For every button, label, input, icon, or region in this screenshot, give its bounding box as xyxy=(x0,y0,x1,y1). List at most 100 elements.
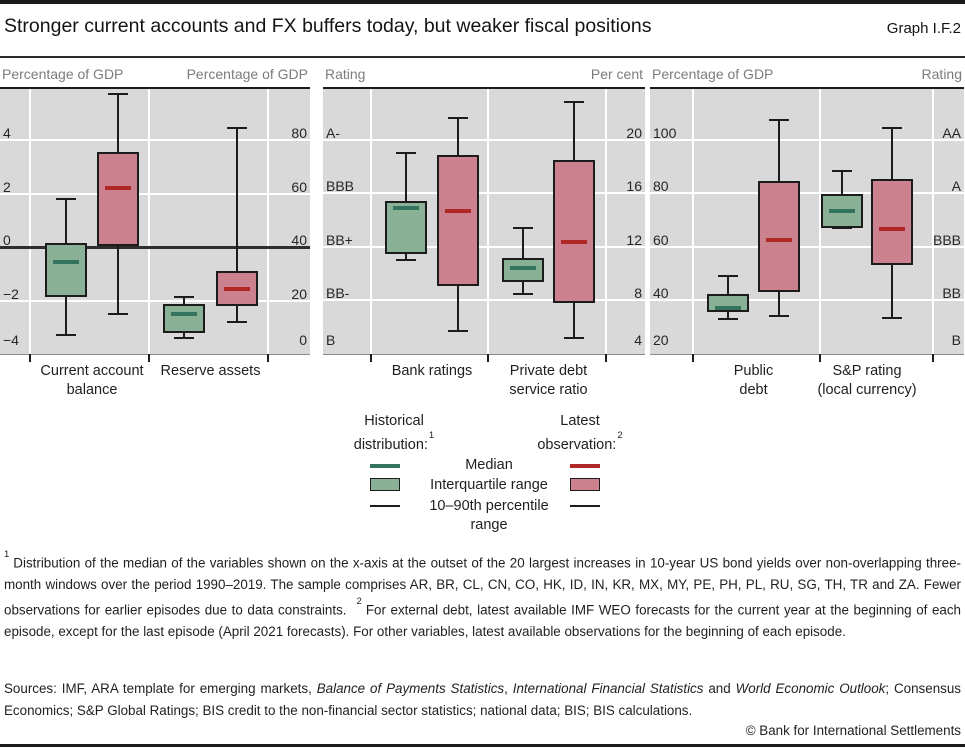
x-axis-tick xyxy=(487,354,489,362)
category-label: Reserve assets xyxy=(160,363,261,379)
sources-segment: Sources: IMF, ARA template for emerging … xyxy=(4,681,317,696)
tick-label-left: BB- xyxy=(326,285,350,302)
category-label: Public xyxy=(733,363,774,379)
latest-median-line xyxy=(224,287,250,292)
tick-label-left: 0 xyxy=(3,232,11,249)
historical-median-line xyxy=(829,209,855,214)
axis-title-left: Rating xyxy=(325,66,366,82)
plot-bottom-edge xyxy=(0,354,310,355)
axis-title-right: Percentage of GDP xyxy=(186,66,308,82)
whisker-cap-bottom xyxy=(882,317,902,320)
category-label: (local currency) xyxy=(817,382,917,398)
h-gridline xyxy=(0,299,310,302)
plot-bottom-edge xyxy=(323,354,645,355)
whisker-cap-bottom xyxy=(513,292,533,295)
whisker-cap-bottom xyxy=(564,336,584,339)
category-label: Private debt xyxy=(509,363,588,379)
tick-label-left: B xyxy=(326,332,336,348)
whisker-cap-bottom xyxy=(718,318,738,321)
v-gridline xyxy=(29,89,31,354)
latest-median-line xyxy=(879,227,905,232)
x-axis-tick xyxy=(267,354,269,362)
latest-iqr-box xyxy=(437,154,479,286)
source-publication-italic: World Economic Outlook xyxy=(735,681,886,696)
x-axis-tick xyxy=(819,354,821,362)
tick-label-right: B xyxy=(951,332,961,348)
tick-label-right: 60 xyxy=(291,178,307,195)
zero-line xyxy=(0,246,310,249)
bottom-rule xyxy=(0,744,965,747)
graph-number: Graph I.F.2 xyxy=(886,20,961,37)
tick-label-left: −4 xyxy=(3,332,19,348)
category-label: balance xyxy=(66,382,118,398)
whisker-cap-top xyxy=(769,118,789,121)
whisker-cap-top xyxy=(564,101,584,104)
historical-median-line xyxy=(53,259,79,264)
legend-iqr-swatch-latest xyxy=(570,478,600,491)
category-label: Bank ratings xyxy=(391,363,473,379)
whisker-cap-bottom xyxy=(227,321,247,324)
title-divider xyxy=(0,56,965,58)
x-axis-tick xyxy=(148,354,150,362)
legend-header-latest-line2: observation: xyxy=(537,436,617,453)
tick-label-right: 20 xyxy=(626,124,642,141)
sources-text: Sources: IMF, ARA template for emerging … xyxy=(4,678,961,722)
whisker-cap-bottom xyxy=(108,312,128,315)
h-gridline xyxy=(650,245,964,248)
plot-top-border xyxy=(0,87,310,89)
whisker-cap-top xyxy=(448,117,468,120)
legend-percentile-label-line2: range xyxy=(470,517,508,533)
tick-label-left: BB+ xyxy=(326,231,353,248)
chart-title: Stronger current accounts and FX buffers… xyxy=(4,15,652,37)
tick-label-right: AA xyxy=(942,124,961,141)
whisker-line xyxy=(236,128,238,323)
latest-iqr-box xyxy=(758,181,800,293)
tick-label-right: 16 xyxy=(626,178,642,195)
whisker-cap-bottom xyxy=(174,337,194,340)
category-label: Current account xyxy=(40,363,144,379)
axis-title-right: Rating xyxy=(921,66,962,82)
sources-segment: , xyxy=(504,681,513,696)
latest-median-line xyxy=(561,239,587,244)
category-label: debt xyxy=(739,382,768,398)
h-gridline xyxy=(0,139,310,142)
whisker-cap-top xyxy=(882,126,902,129)
axis-title-right: Per cent xyxy=(590,66,643,82)
v-gridline xyxy=(932,89,934,354)
h-gridline xyxy=(323,245,645,248)
whisker-cap-top xyxy=(513,227,533,230)
tick-label-left: −2 xyxy=(3,285,19,302)
tick-label-left: 4 xyxy=(3,125,11,142)
legend-footnote-ref-1: 1 xyxy=(428,430,435,441)
latest-median-line xyxy=(105,186,131,191)
latest-iqr-box xyxy=(871,179,913,266)
axis-title-left: Percentage of GDP xyxy=(2,66,124,82)
v-gridline xyxy=(487,89,489,354)
category-label: service ratio xyxy=(509,382,588,398)
whisker-cap-top xyxy=(227,127,247,130)
h-gridline xyxy=(323,138,645,141)
historical-iqr-box xyxy=(385,201,427,255)
sources-segment: and xyxy=(703,681,736,696)
whisker-cap-top xyxy=(718,275,738,278)
legend-percentile-swatch-latest xyxy=(570,505,600,507)
historical-iqr-box xyxy=(45,243,87,297)
tick-label-right: 0 xyxy=(299,332,307,348)
legend-header-historical-line1: Historical xyxy=(364,413,424,429)
footnotes: 1Distribution of the median of the varia… xyxy=(4,549,961,642)
footnote-1-text: Distribution of the median of the variab… xyxy=(4,555,961,618)
category-label: S&P rating xyxy=(832,363,902,379)
tick-label-right: A xyxy=(951,178,961,195)
tick-label-left: A- xyxy=(326,124,340,141)
historical-median-line xyxy=(715,306,741,311)
v-gridline xyxy=(605,89,607,354)
x-axis-tick xyxy=(605,354,607,362)
plot-area xyxy=(0,89,310,354)
x-axis-tick xyxy=(932,354,934,362)
legend-header-latest: Latest observation:2 xyxy=(480,412,680,455)
whisker-cap-top xyxy=(832,169,852,172)
latest-iqr-box xyxy=(553,159,595,304)
tick-label-right: 12 xyxy=(626,231,642,248)
h-gridline xyxy=(650,299,964,302)
